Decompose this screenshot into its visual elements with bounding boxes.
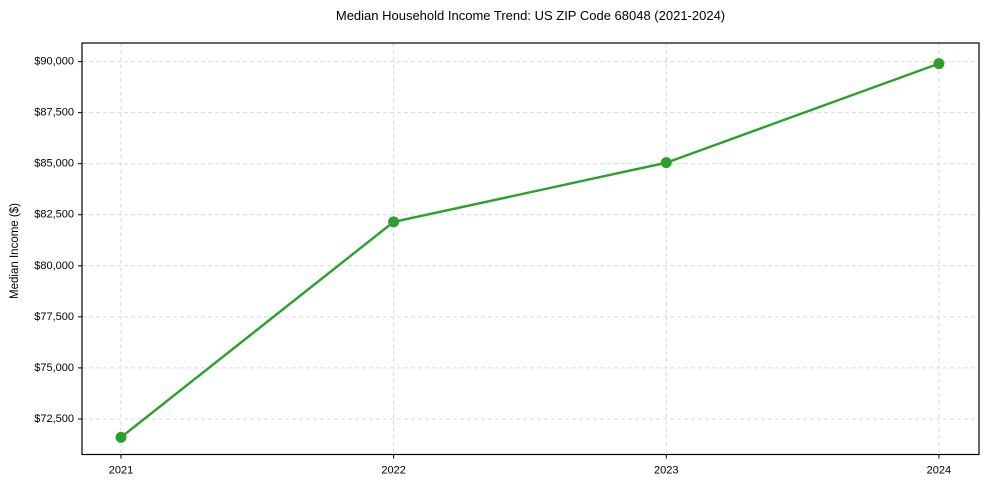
chart-title: Median Household Income Trend: US ZIP Co… — [335, 8, 726, 23]
y-tick-label: $85,000 — [34, 158, 74, 170]
data-point-marker — [933, 58, 945, 70]
y-tick-label: $80,000 — [34, 260, 74, 272]
x-tick-label: 2022 — [381, 465, 405, 477]
plot-border — [81, 42, 980, 456]
x-tick-label: 2024 — [927, 465, 951, 477]
y-tick-label: $72,500 — [34, 413, 74, 425]
data-point-marker — [115, 431, 127, 443]
x-tick-label: 2021 — [109, 465, 133, 477]
data-point-marker — [660, 157, 672, 169]
income-trend-line — [119, 62, 941, 439]
y-tick-label: $75,000 — [34, 362, 74, 374]
y-tick-label: $90,000 — [34, 56, 74, 68]
y-tick-label: $82,500 — [34, 209, 74, 221]
x-tick-label: 2023 — [654, 465, 678, 477]
y-tick-label: $87,500 — [34, 107, 74, 119]
y-tick-label: $77,500 — [34, 311, 74, 323]
data-point-marker — [388, 216, 400, 228]
